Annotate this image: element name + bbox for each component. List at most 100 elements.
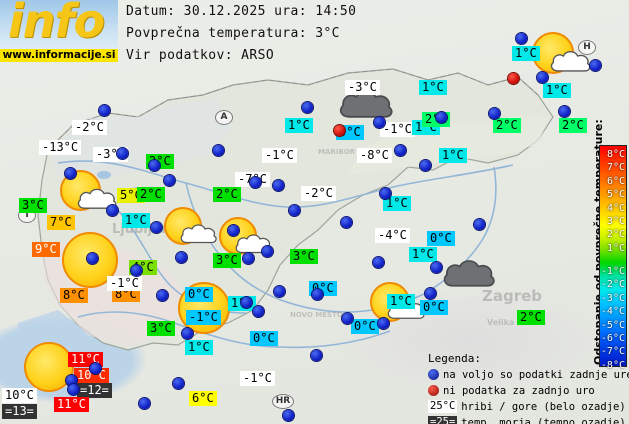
station-dot-nodata[interactable] — [334, 125, 345, 136]
temp-chip: 0°C — [420, 300, 448, 315]
station-dot[interactable] — [559, 106, 570, 117]
temp-chip: 1°C — [383, 196, 411, 211]
place-maribor: MARIBOR — [318, 148, 356, 156]
station-dot[interactable] — [283, 410, 294, 421]
wx-sun — [24, 342, 74, 392]
temp-chip: 10°C — [2, 388, 37, 403]
station-dot[interactable] — [312, 289, 323, 300]
temp-chip: -2°C — [301, 186, 336, 201]
site-logo[interactable]: info www.informacije.si — [0, 0, 118, 62]
legend-item-label: temp. morja (temno ozadje) — [461, 416, 626, 424]
temp-chip: 2°C — [517, 310, 545, 325]
temp-chip: -1°C — [262, 148, 297, 163]
station-dot[interactable] — [342, 313, 353, 324]
station-dot[interactable] — [213, 145, 224, 156]
scale-tick: -7°C — [600, 346, 625, 358]
legend-station-nodata-icon — [428, 385, 439, 396]
station-dot[interactable] — [516, 33, 527, 44]
temp-chip: 1°C — [439, 148, 467, 163]
station-dot[interactable] — [182, 328, 193, 339]
scale-title: Odstopanje od povprečne temperature: — [579, 119, 605, 367]
scale-tick: 7°C — [606, 162, 625, 174]
station-dot[interactable] — [378, 318, 389, 329]
station-dot[interactable] — [311, 350, 322, 361]
station-dot[interactable] — [436, 112, 447, 123]
station-dot[interactable] — [66, 375, 77, 386]
station-dot[interactable] — [302, 102, 313, 113]
sun-icon — [24, 342, 74, 392]
legend-title: Legenda: — [428, 352, 481, 365]
legend-item: =25= temp. morja (temno ozadje) — [428, 415, 626, 424]
cloud-grey-icon — [440, 255, 498, 295]
marker-hungary: H — [578, 40, 596, 55]
scale-tick: 1°C — [606, 242, 625, 254]
legend-item: ni podatka za zadnjo uro — [428, 383, 596, 398]
station-dot[interactable] — [273, 180, 284, 191]
station-dot[interactable] — [99, 105, 110, 116]
station-dot[interactable] — [250, 177, 261, 188]
station-dot[interactable] — [380, 188, 391, 199]
scale-tick: 6°C — [606, 175, 625, 187]
station-dot[interactable] — [65, 168, 76, 179]
station-dot[interactable] — [139, 398, 150, 409]
station-dot[interactable] — [241, 297, 252, 308]
temp-chip: 1°C — [122, 213, 150, 228]
station-dot[interactable] — [173, 378, 184, 389]
station-dot[interactable] — [243, 253, 254, 264]
station-dot[interactable] — [176, 252, 187, 263]
temp-chip: 1°C — [409, 247, 437, 262]
legend-item: na voljo so podatki zadnje ure — [428, 367, 629, 382]
temp-chip: 3°C — [213, 253, 241, 268]
place-velika-gorica: Velika Gorica — [487, 318, 546, 327]
scale-tick: -8°C — [600, 359, 625, 371]
legend: Legenda: na voljo so podatki zadnje ure n… — [428, 352, 629, 424]
header-average-temperature: Povprečna temperatura: 3°C — [126, 26, 340, 41]
station-dot[interactable] — [107, 205, 118, 216]
temp-chip: 1°C — [285, 118, 313, 133]
station-dot[interactable] — [253, 306, 264, 317]
station-dot[interactable] — [157, 290, 168, 301]
temp-chip: 8°C — [60, 288, 88, 303]
station-dot[interactable] — [537, 72, 548, 83]
station-dot[interactable] — [590, 60, 601, 71]
temp-chip: 9°C — [32, 242, 60, 257]
station-dot[interactable] — [341, 217, 352, 228]
scale-tick: -1°C — [600, 266, 625, 277]
scale-tick: 8°C — [606, 149, 625, 160]
temp-chip: 7°C — [47, 215, 75, 230]
scale-tick: -5°C — [600, 319, 625, 331]
station-dot[interactable] — [474, 219, 485, 230]
station-dot[interactable] — [228, 225, 239, 236]
station-dot[interactable] — [373, 257, 384, 268]
station-dot[interactable] — [425, 288, 436, 299]
station-dot[interactable] — [87, 253, 98, 264]
station-dot[interactable] — [289, 205, 300, 216]
marker-croatia: HR — [272, 394, 294, 409]
legend-item: 25°C hribi / gore (belo ozadje) — [428, 399, 626, 414]
station-dot[interactable] — [131, 265, 142, 276]
station-dot[interactable] — [149, 160, 160, 171]
station-dot[interactable] — [274, 286, 285, 297]
scale-tick: -6°C — [600, 332, 625, 344]
station-dot[interactable] — [90, 363, 101, 374]
station-dot[interactable] — [431, 262, 442, 273]
scale-tick: 5°C — [606, 189, 625, 201]
scale-gradient-bar: 8°C 7°C 6°C 5°C 4°C 3°C 2°C 1°C -1°C -2°C -3°C -4°C… — [599, 145, 627, 371]
temp-chip: 1°C — [512, 46, 540, 61]
temp-chip: =12= — [77, 383, 112, 398]
cloud-white-icon — [178, 221, 219, 250]
station-dot[interactable] — [420, 160, 431, 171]
deviation-color-scale: Odstopanje od povprečne temperature: 8°C… — [579, 119, 627, 371]
station-dot[interactable] — [151, 222, 162, 233]
station-dot[interactable] — [164, 175, 175, 186]
station-dot[interactable] — [374, 117, 385, 128]
station-dot[interactable] — [262, 246, 273, 257]
station-dot[interactable] — [68, 384, 79, 395]
temp-chip: -1°C — [186, 310, 221, 325]
station-dot[interactable] — [395, 145, 406, 156]
station-dot[interactable] — [489, 108, 500, 119]
station-dot[interactable] — [117, 148, 128, 159]
temp-chip: 3°C — [147, 321, 175, 336]
station-dot-nodata[interactable] — [508, 73, 519, 84]
